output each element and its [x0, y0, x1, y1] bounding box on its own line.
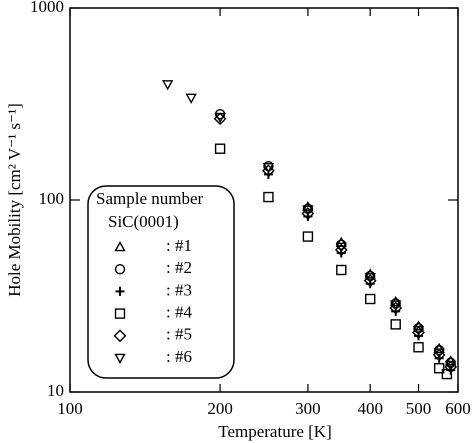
legend-marker [115, 286, 125, 296]
data-point [262, 164, 275, 178]
y-axis-label: Hole Mobility [cm² V⁻¹ s⁻¹] [5, 103, 24, 296]
data-point [412, 320, 425, 331]
y-tick-label: 100 [39, 189, 65, 208]
data-point [433, 348, 445, 359]
data-point [364, 273, 376, 284]
data-point [444, 360, 458, 374]
data-point [444, 355, 457, 366]
x-tick-label: 200 [207, 399, 233, 418]
data-point [412, 326, 425, 339]
data-point [433, 363, 445, 374]
legend-marker [114, 353, 126, 364]
legend-label: : #1 [166, 236, 192, 255]
data-point [185, 93, 197, 104]
legend-subtitle: SiC(0001) [108, 212, 179, 231]
x-tick-label: 400 [357, 399, 383, 418]
data-point [262, 163, 275, 174]
legend-label: : #6 [166, 347, 192, 366]
legend-label: : #2 [166, 258, 192, 277]
data-point [433, 342, 445, 354]
data-point [363, 274, 377, 288]
data-point [335, 236, 347, 247]
legend-title: Sample number [96, 189, 204, 208]
x-tick-label: 500 [406, 399, 432, 418]
data-point [161, 80, 174, 91]
legend-box [87, 185, 235, 379]
legend-marker [114, 241, 126, 252]
data-point [390, 319, 401, 330]
legend-label: : #3 [166, 280, 192, 299]
data-point [413, 342, 424, 353]
y-tick-label: 1000 [30, 0, 64, 16]
x-axis-label: Temperature [K] [218, 422, 332, 441]
data-point [412, 325, 425, 337]
x-tick-label: 600 [445, 399, 471, 418]
legend-label: : #5 [166, 325, 192, 344]
legend-label: : #4 [166, 303, 192, 322]
data-point [389, 301, 403, 315]
data-point [335, 242, 347, 253]
data-point [302, 231, 314, 242]
legend-marker [113, 329, 127, 343]
legend-marker [114, 308, 126, 319]
data-point [214, 112, 226, 124]
data-point [302, 205, 314, 216]
data-point [301, 207, 315, 220]
x-tick-label: 300 [295, 399, 321, 418]
x-tick-label: 100 [57, 399, 83, 418]
legend-marker [114, 264, 126, 275]
data-point [214, 143, 226, 154]
data-point [444, 360, 457, 372]
data-point [334, 243, 348, 257]
data-point [213, 112, 227, 126]
data-point [364, 293, 376, 305]
data-point [390, 300, 402, 311]
data-point [432, 348, 446, 362]
data-point [263, 191, 274, 203]
data-point [336, 264, 347, 276]
y-tick-label: 10 [47, 381, 64, 400]
